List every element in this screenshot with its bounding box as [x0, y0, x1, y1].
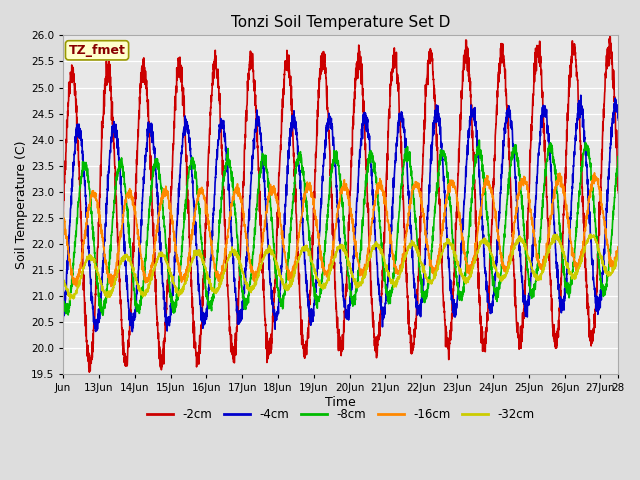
-16cm: [296, 223, 304, 228]
Title: Tonzi Soil Temperature Set D: Tonzi Soil Temperature Set D: [231, 15, 451, 30]
-8cm: [156, 171, 163, 177]
-16cm: [614, 246, 622, 252]
-8cm: [604, 274, 612, 279]
-2cm: [606, 34, 614, 39]
-4cm: [60, 323, 67, 329]
-8cm: [544, 145, 552, 151]
-4cm: [122, 279, 130, 285]
-16cm: [108, 284, 115, 289]
Y-axis label: Soil Temperature (C): Soil Temperature (C): [15, 141, 28, 269]
Line: -16cm: -16cm: [63, 173, 618, 287]
-8cm: [296, 150, 304, 156]
-2cm: [86, 369, 93, 375]
Line: -2cm: -2cm: [63, 36, 618, 372]
-2cm: [296, 305, 304, 311]
-16cm: [544, 238, 552, 244]
-8cm: [99, 312, 107, 318]
-2cm: [273, 264, 280, 270]
-2cm: [60, 212, 67, 218]
-16cm: [123, 193, 131, 199]
-4cm: [577, 92, 584, 98]
X-axis label: Time: Time: [325, 396, 356, 409]
-32cm: [60, 273, 67, 279]
-4cm: [544, 123, 552, 129]
-16cm: [273, 195, 280, 201]
-2cm: [544, 217, 552, 223]
Line: -8cm: -8cm: [63, 140, 618, 315]
-2cm: [123, 360, 131, 366]
-32cm: [156, 253, 163, 259]
-16cm: [591, 170, 598, 176]
-32cm: [66, 297, 74, 303]
-8cm: [273, 268, 280, 274]
-4cm: [273, 310, 280, 316]
-4cm: [614, 117, 622, 123]
Line: -4cm: -4cm: [63, 95, 618, 332]
-8cm: [476, 137, 483, 143]
-16cm: [60, 208, 67, 214]
-4cm: [156, 240, 163, 245]
-16cm: [156, 203, 163, 209]
-2cm: [156, 344, 163, 349]
-2cm: [604, 53, 611, 59]
-2cm: [614, 190, 622, 196]
-8cm: [123, 200, 131, 206]
-32cm: [123, 252, 131, 257]
-16cm: [604, 243, 612, 249]
-4cm: [604, 187, 612, 192]
-4cm: [129, 329, 136, 335]
Line: -32cm: -32cm: [63, 234, 618, 300]
-32cm: [604, 272, 612, 278]
-4cm: [296, 186, 304, 192]
-32cm: [273, 259, 280, 265]
-8cm: [614, 154, 622, 159]
-32cm: [296, 251, 304, 257]
-32cm: [614, 252, 622, 258]
Legend: -2cm, -4cm, -8cm, -16cm, -32cm: -2cm, -4cm, -8cm, -16cm, -32cm: [142, 404, 540, 426]
-8cm: [60, 299, 67, 304]
-32cm: [587, 231, 595, 237]
Text: TZ_fmet: TZ_fmet: [68, 44, 125, 57]
-32cm: [544, 249, 552, 254]
